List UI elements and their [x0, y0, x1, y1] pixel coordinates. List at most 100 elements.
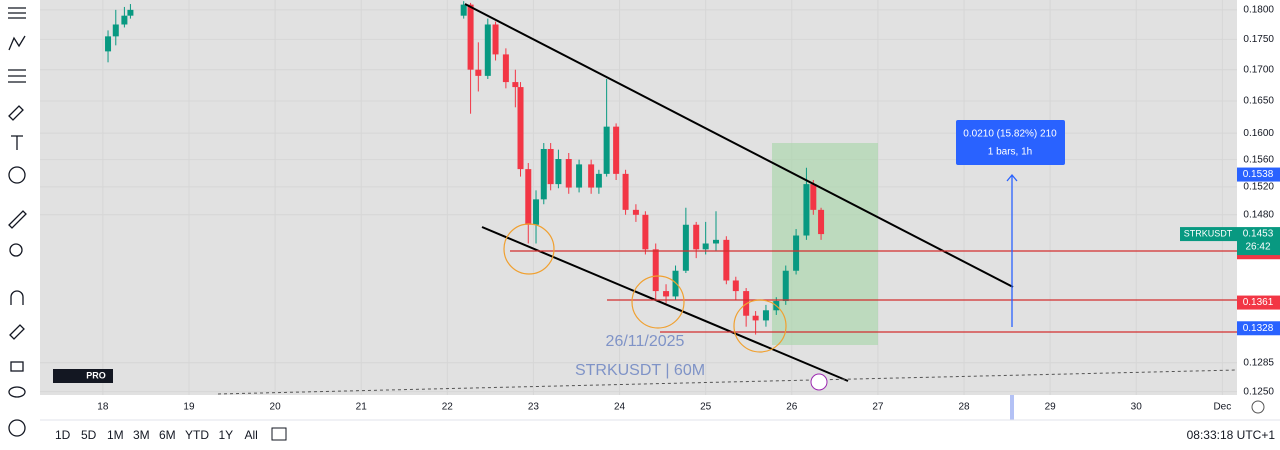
- x-tick-label: Dec: [1213, 402, 1231, 413]
- candle-body: [810, 184, 817, 210]
- x-tick-label: 30: [1131, 402, 1143, 413]
- circle-mark: [733, 299, 787, 353]
- price-badge-label: 0.1328: [1243, 323, 1274, 334]
- candle-body: [702, 243, 709, 250]
- y-tick-label: 0.1560: [1243, 154, 1274, 165]
- candle-body: [484, 24, 491, 76]
- candle-body: [713, 239, 720, 244]
- range-button[interactable]: 1M: [107, 428, 124, 442]
- candle-body: [588, 164, 595, 188]
- range-marker: [1010, 395, 1014, 420]
- dotted-line: [217, 369, 1238, 395]
- x-tick-label: 19: [183, 402, 195, 413]
- tool-ruler[interactable]: [8, 210, 27, 229]
- x-tick-label: 21: [356, 402, 368, 413]
- candle-body: [693, 224, 700, 250]
- range-button[interactable]: 6M: [159, 428, 176, 442]
- measure-box: [956, 120, 1065, 165]
- date-picker[interactable]: [271, 427, 287, 441]
- measure-text: 1 bars, 1h: [988, 147, 1032, 158]
- candle-body: [732, 280, 739, 292]
- x-tick-label: 25: [700, 402, 712, 413]
- range-button[interactable]: 1Y: [219, 428, 234, 442]
- candle-body: [540, 148, 547, 200]
- x-tick-label: 24: [614, 402, 626, 413]
- left-toolbar: [0, 0, 40, 450]
- candle-body: [793, 235, 800, 271]
- watermark: 26/11/2025: [606, 333, 685, 350]
- circle-mark: [503, 223, 555, 275]
- countdown: 26:42: [1245, 242, 1270, 253]
- settings[interactable]: [1251, 400, 1265, 414]
- clock: 08:33:18 UTC+1: [1187, 428, 1276, 442]
- candle-body: [105, 36, 112, 52]
- tool-zoom[interactable]: [9, 243, 23, 257]
- x-tick-label: 27: [872, 402, 884, 413]
- x-tick-label: 20: [270, 402, 282, 413]
- x-tick-label: 23: [528, 402, 540, 413]
- candle-body: [492, 24, 499, 55]
- tool-lock[interactable]: [10, 361, 24, 372]
- tool-brush[interactable]: [8, 105, 24, 121]
- x-tick-label: 22: [442, 402, 454, 413]
- y-tick-label: 0.1700: [1243, 64, 1274, 75]
- event-icon[interactable]: [810, 373, 828, 391]
- candle-body: [475, 69, 482, 76]
- candle-body: [112, 24, 119, 37]
- tool-emoji[interactable]: [8, 166, 26, 184]
- candle-body: [512, 82, 519, 88]
- target-zone: [772, 143, 878, 345]
- candle-body: [603, 126, 610, 174]
- range-button[interactable]: 5D: [81, 428, 97, 442]
- last-price: 0.1453: [1243, 229, 1274, 240]
- last-price-badge: [1237, 227, 1280, 256]
- range-button[interactable]: 3M: [133, 428, 150, 442]
- candle-body: [502, 54, 509, 83]
- candle-body: [460, 4, 467, 16]
- candle-body: [663, 291, 670, 297]
- x-tick-label: 18: [97, 402, 109, 413]
- candle-body: [782, 270, 789, 302]
- x-tick-label: 26: [786, 402, 798, 413]
- candle-body: [517, 87, 524, 170]
- candle-body: [595, 173, 602, 188]
- candle-body: [642, 214, 649, 250]
- y-tick-label: 0.1600: [1243, 128, 1274, 139]
- y-tick-label: 0.1800: [1243, 4, 1274, 15]
- candle-body: [121, 15, 128, 25]
- candle-body: [622, 173, 629, 210]
- candle-body: [752, 315, 759, 321]
- tool-eye[interactable]: [8, 386, 26, 398]
- tool-globe[interactable]: [8, 419, 26, 437]
- price-badge: [1237, 295, 1280, 310]
- y-tick-label: 0.1750: [1243, 34, 1274, 45]
- candle-body: [533, 199, 540, 225]
- tool-text[interactable]: [11, 135, 23, 150]
- symbol-label: STRKUSDT: [1184, 228, 1233, 238]
- candle-body: [565, 159, 572, 188]
- y-tick-label: 0.1285: [1243, 357, 1274, 368]
- trendline-lower: [481, 226, 849, 382]
- candle-body: [723, 239, 730, 281]
- candle-body: [127, 9, 134, 16]
- candle-body: [652, 249, 659, 292]
- watermark: STRKUSDT | 60M: [575, 362, 705, 379]
- range-button[interactable]: 1D: [55, 428, 71, 442]
- tool-magnet[interactable]: [10, 290, 24, 305]
- tool-trend[interactable]: [8, 35, 26, 51]
- range-button[interactable]: YTD: [185, 428, 209, 442]
- x-tick-label: 28: [958, 402, 970, 413]
- candle-body: [555, 159, 562, 185]
- range-button[interactable]: All: [245, 428, 258, 442]
- tool-fib[interactable]: [8, 69, 26, 83]
- tool-lock-draw[interactable]: [9, 324, 25, 340]
- candle-body: [762, 310, 769, 321]
- y-tick-label: 0.1480: [1243, 209, 1274, 220]
- y-tick-label: 0.1520: [1243, 182, 1274, 193]
- symbol-badge: [1180, 227, 1237, 242]
- tool-cursor[interactable]: [8, 7, 26, 19]
- candle-body: [803, 184, 810, 236]
- price-badge: [1237, 321, 1280, 336]
- candle-body: [632, 209, 639, 215]
